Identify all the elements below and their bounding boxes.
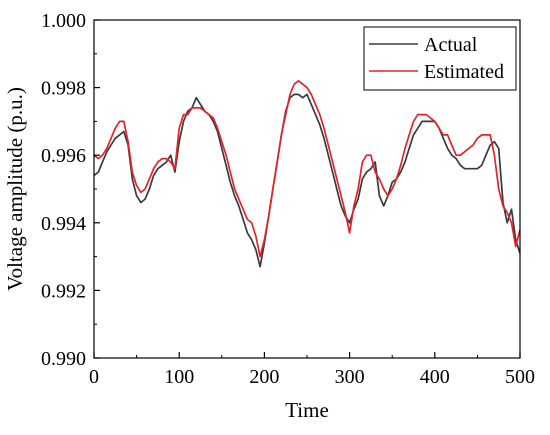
x-tick-label: 100: [164, 366, 194, 388]
series-line-actual: [93, 93, 521, 268]
y-tick-label: 0.998: [41, 78, 86, 100]
x-tick-label: 500: [505, 366, 535, 388]
legend-label-actual: Actual: [424, 34, 478, 56]
y-tick-label: 0.996: [41, 145, 86, 167]
legend-label-estimated: Estimated: [424, 61, 504, 83]
y-tick-label: 0.990: [41, 348, 86, 370]
series-layer: [93, 79, 521, 268]
ticks-layer: 0 100 200 300 400 500 0.990 0.992 0.994 0.996 0.99…: [41, 10, 535, 388]
x-tick-label: 400: [420, 366, 450, 388]
series-line-estimated: [93, 79, 521, 258]
x-tick-label: 300: [335, 366, 365, 388]
y-axis-title: Voltage amplitude (p.u.): [3, 87, 27, 291]
x-tick-label: 200: [249, 366, 279, 388]
y-tick-label: 1.000: [41, 10, 86, 32]
y-tick-label: 0.994: [41, 213, 86, 235]
legend-box: [363, 26, 517, 91]
x-axis-title: Time: [285, 398, 329, 422]
legend: Actual Estimated: [363, 26, 517, 91]
y-tick-label: 0.992: [41, 280, 86, 302]
x-tick-label: 0: [89, 366, 99, 388]
